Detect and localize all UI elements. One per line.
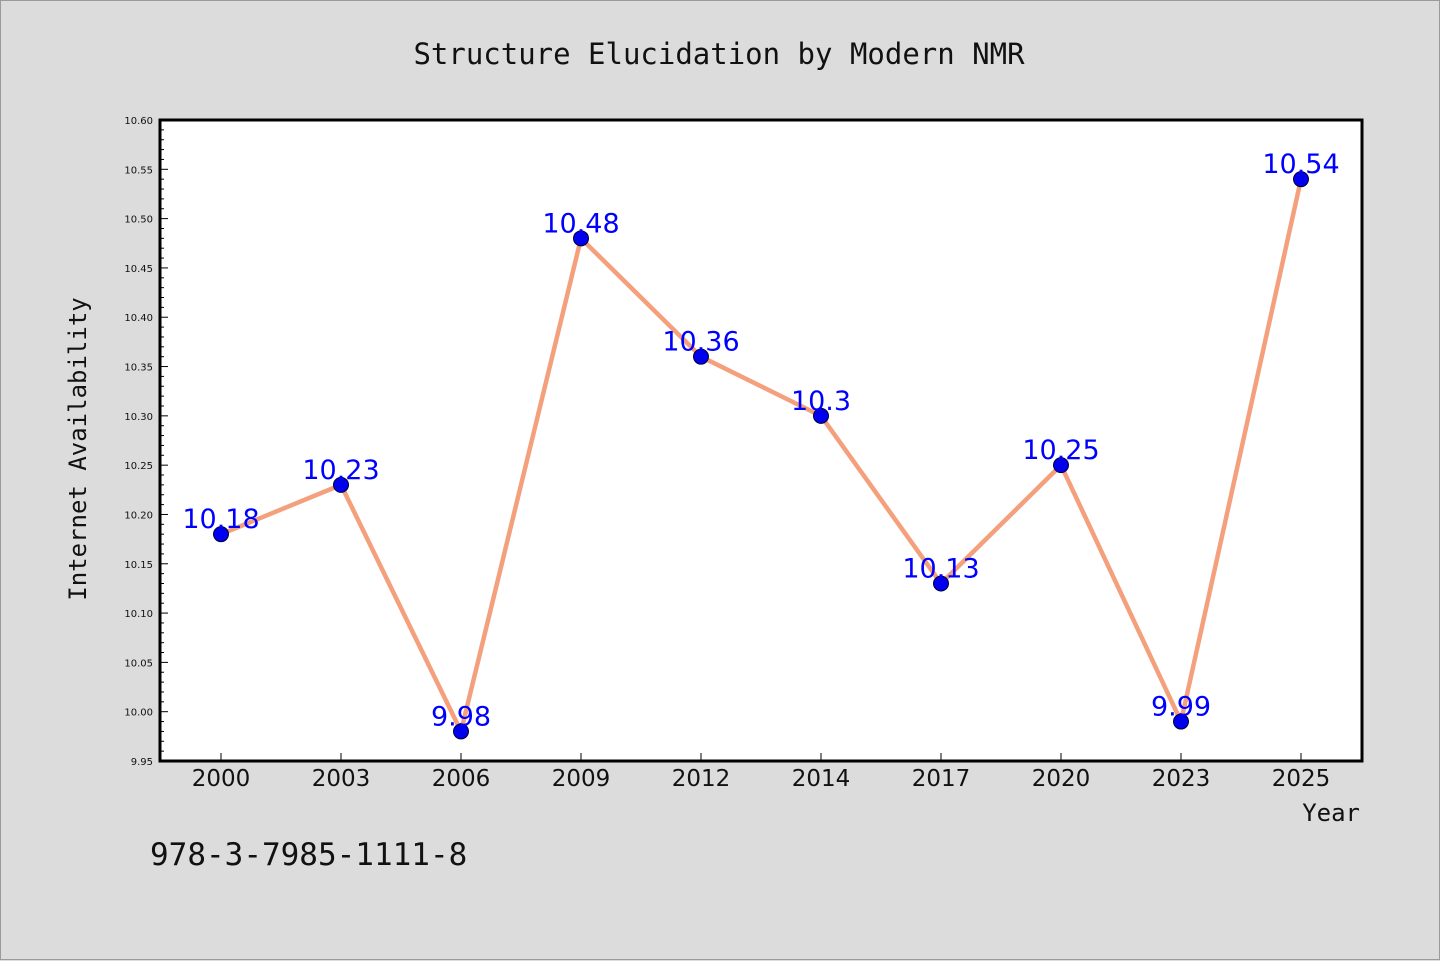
data-label: 9.98 xyxy=(431,701,491,732)
series-line-group: 10.18 10.23 9.98 10.48 10.36 10.3 10.13 10.25 9.… xyxy=(182,149,1340,740)
y-tick-label: 10.15 xyxy=(124,560,153,571)
x-tick-label: 2009 xyxy=(552,766,611,792)
y-tick-label: 10.55 xyxy=(124,165,153,176)
data-label: 10.48 xyxy=(542,208,619,239)
x-tick-label: 2003 xyxy=(312,766,371,792)
y-tick-label: 10.50 xyxy=(124,215,153,226)
data-point xyxy=(1053,457,1069,474)
y-tick-label: 10.05 xyxy=(124,658,153,669)
data-point xyxy=(813,407,829,424)
y-tick-label: 10.20 xyxy=(124,510,153,521)
y-axis: 9.95 10.00 10.05 10.10 10.15 10.20 10.25 10.30 1… xyxy=(124,116,168,768)
data-label: 10.3 xyxy=(791,386,851,417)
y-axis-label: Internet Availability xyxy=(64,297,92,600)
data-point xyxy=(213,526,229,543)
data-point xyxy=(693,348,709,365)
data-label: 10.54 xyxy=(1262,149,1339,180)
y-tick-label: 10.35 xyxy=(124,363,153,374)
data-label: 10.25 xyxy=(1022,435,1099,466)
x-tick-label: 2000 xyxy=(192,766,251,792)
x-tick-label: 2025 xyxy=(1272,766,1331,792)
y-tick-label: 9.95 xyxy=(131,757,153,768)
x-tick-label: 2023 xyxy=(1152,766,1211,792)
data-point xyxy=(1293,171,1309,188)
data-point xyxy=(1173,713,1189,730)
isbn-annotation: 978-3-7985-1111-8 xyxy=(150,837,467,873)
data-label: 10.36 xyxy=(662,327,739,358)
y-tick-label: 10.00 xyxy=(124,708,153,719)
x-tick-label: 2006 xyxy=(432,766,491,792)
x-axis: 2000 2003 2006 2009 2012 2014 2017 2020 2023 2025 xyxy=(192,753,1331,792)
data-point xyxy=(333,476,349,493)
chart-title: Structure Elucidation by Modern NMR xyxy=(413,37,1025,71)
y-tick-label: 10.30 xyxy=(124,412,153,423)
data-point xyxy=(933,575,949,592)
y-tick-label: 10.40 xyxy=(124,313,153,324)
y-tick-label: 10.60 xyxy=(124,116,153,127)
data-label: 9.99 xyxy=(1151,692,1211,723)
y-tick-label: 10.10 xyxy=(124,609,153,620)
data-label: 10.13 xyxy=(902,553,979,584)
y-tick-label: 10.25 xyxy=(124,461,153,472)
x-axis-label: Year xyxy=(1302,799,1360,827)
data-point xyxy=(573,230,589,247)
data-label: 10.18 xyxy=(182,504,259,535)
plot-area xyxy=(158,118,1364,763)
x-tick-label: 2014 xyxy=(792,766,851,792)
x-tick-label: 2017 xyxy=(912,766,971,792)
data-label: 10.23 xyxy=(302,455,379,486)
x-tick-label: 2020 xyxy=(1032,766,1091,792)
series-line xyxy=(220,178,1304,734)
y-tick-label: 10.45 xyxy=(124,264,153,275)
data-point xyxy=(453,723,469,740)
x-tick-label: 2012 xyxy=(672,766,731,792)
